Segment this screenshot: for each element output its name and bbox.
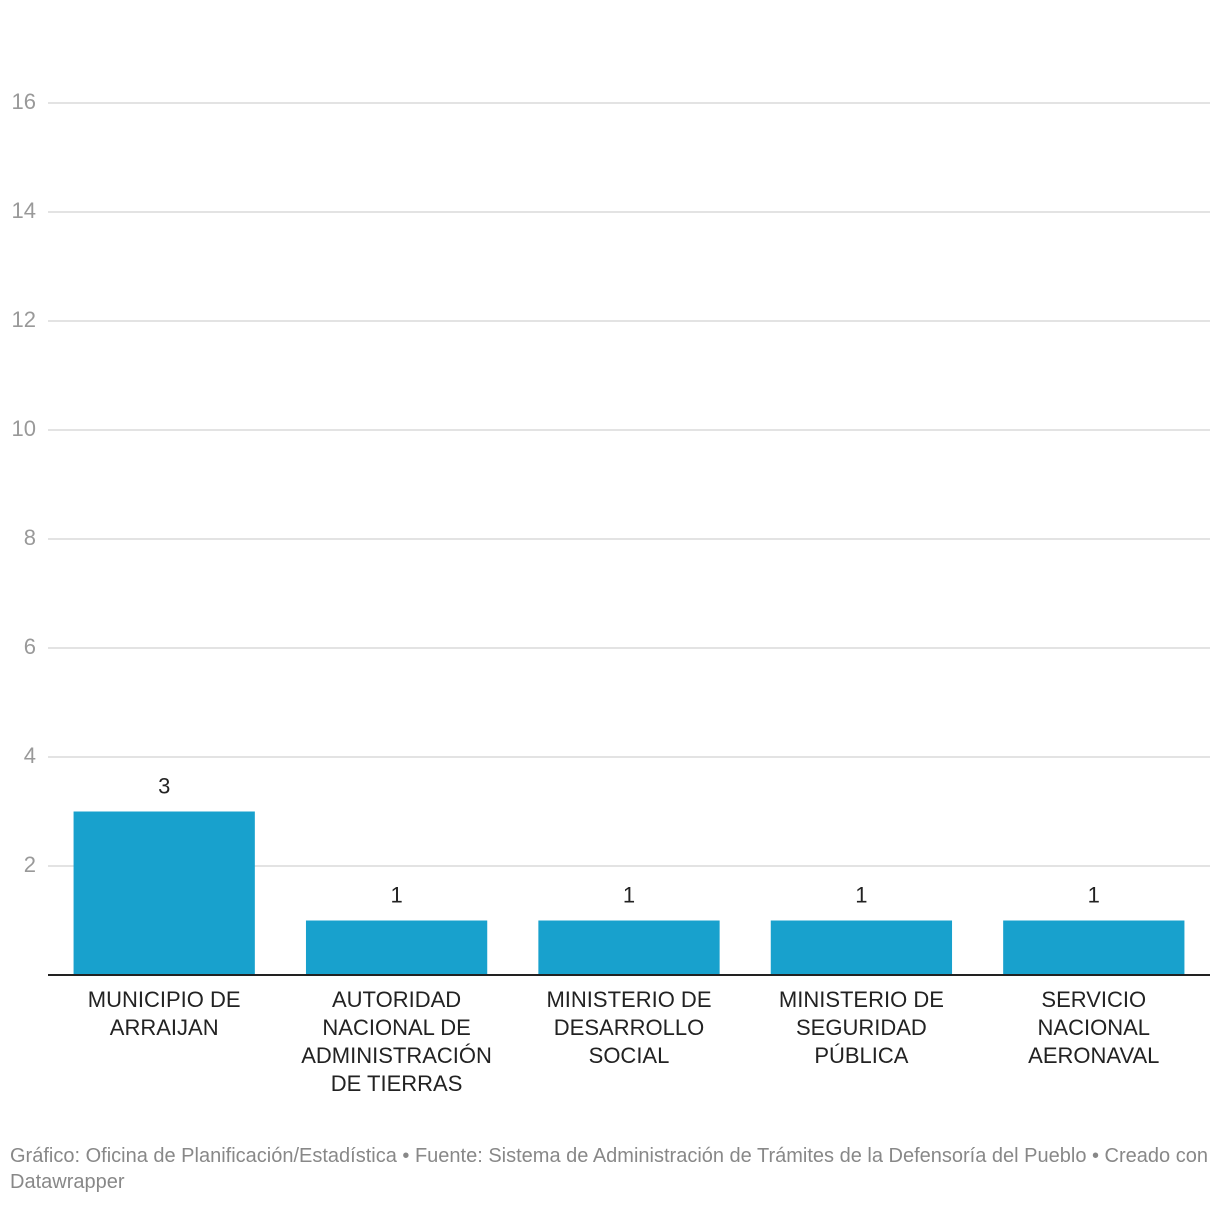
value-label: 1 bbox=[1088, 882, 1100, 907]
y-tick-label: 8 bbox=[24, 525, 36, 550]
value-label: 1 bbox=[390, 882, 402, 907]
bar bbox=[305, 920, 488, 975]
bar bbox=[538, 920, 720, 975]
value-label: 1 bbox=[855, 882, 867, 907]
x-tick-label: AUTORIDAD NACIONAL DE ADMINISTRACIÓN DE … bbox=[301, 987, 492, 1096]
footer: Gráfico: Oficina de Planificación/Estadí… bbox=[10, 1145, 1208, 1193]
y-tick-label: 2 bbox=[24, 852, 36, 877]
value-label: 3 bbox=[158, 773, 170, 798]
y-tick-label: 14 bbox=[12, 198, 36, 223]
x-tick-label: MUNICIPIO DE ARRAIJAN bbox=[87, 987, 241, 1040]
x-tick-label: SERVICIO NACIONAL AERONAVAL bbox=[1028, 987, 1160, 1068]
y-tick-label: 6 bbox=[24, 634, 36, 659]
y-tick-label: 12 bbox=[12, 307, 36, 332]
bar bbox=[73, 811, 255, 975]
x-tick-label: MINISTERIO DE SEGURIDAD PÚBLICA bbox=[778, 987, 944, 1068]
value-label: 1 bbox=[623, 882, 635, 907]
y-tick-label: 4 bbox=[24, 743, 36, 768]
bar bbox=[770, 920, 953, 975]
y-tick-label: 16 bbox=[12, 89, 36, 114]
bar bbox=[1003, 920, 1185, 975]
x-tick-label: MINISTERIO DE DESARROLLO SOCIAL bbox=[546, 987, 712, 1068]
y-tick-label: 10 bbox=[12, 416, 36, 441]
